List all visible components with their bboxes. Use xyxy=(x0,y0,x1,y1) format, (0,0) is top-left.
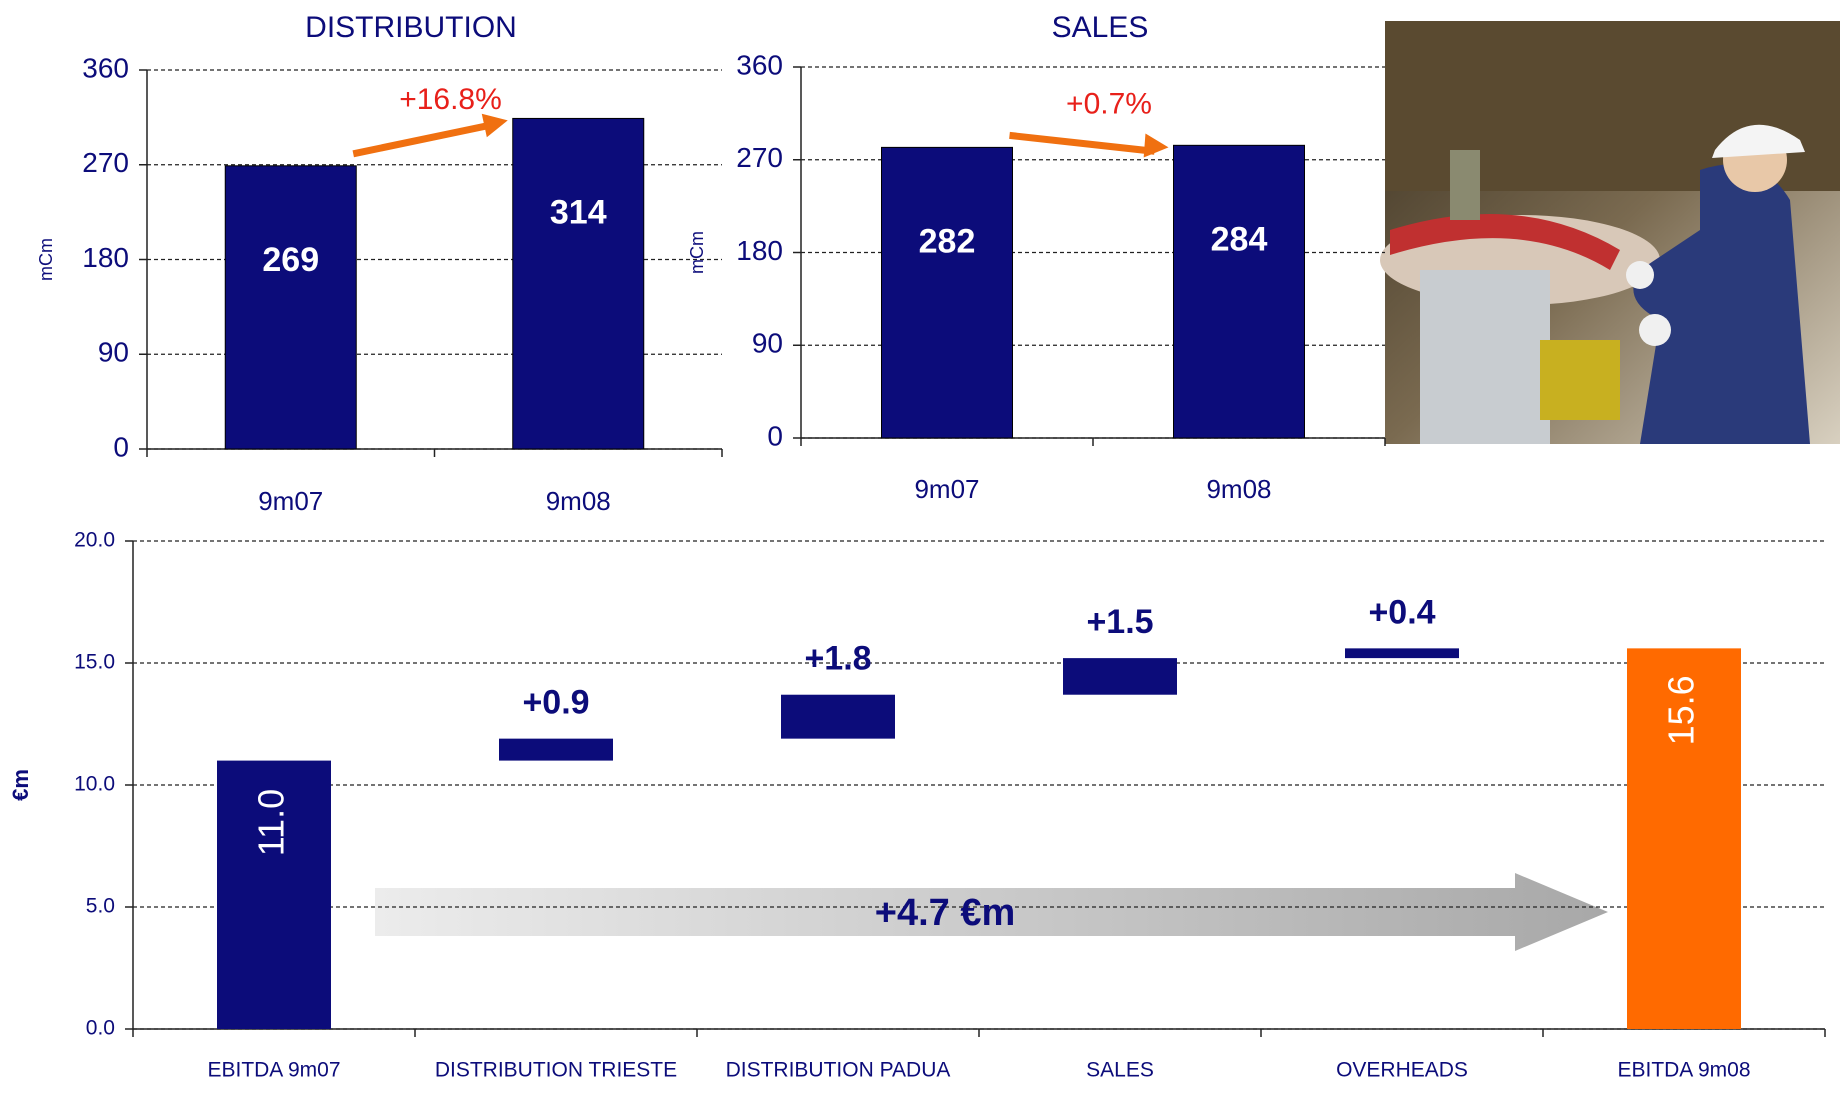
x-tick-label: OVERHEADS xyxy=(1336,1059,1468,1082)
bar-value-label: +0.4 xyxy=(1368,593,1435,631)
bar-value-label: 284 xyxy=(1211,220,1268,258)
y-tick-label: 0 xyxy=(767,420,783,451)
bar xyxy=(1627,648,1741,1029)
bar xyxy=(881,146,1013,439)
bar-value-label: 314 xyxy=(550,193,607,231)
y-tick-label: 360 xyxy=(82,52,129,83)
x-tick-label: 9m07 xyxy=(914,474,979,504)
bar-value-label: 15.6 xyxy=(1661,675,1702,745)
bar xyxy=(1063,658,1177,695)
chart-title: SALES xyxy=(1052,11,1149,44)
y-tick-label: 180 xyxy=(736,235,783,266)
x-tick-label: 9m07 xyxy=(258,486,323,516)
y-tick-label: 90 xyxy=(98,337,129,368)
growth-arrow-head xyxy=(481,113,508,138)
y-tick-label: 360 xyxy=(736,49,783,80)
y-tick-label: 10.0 xyxy=(74,773,115,796)
x-tick-label: 9m08 xyxy=(1206,474,1271,504)
x-tick-label: DISTRIBUTION TRIESTE xyxy=(435,1059,677,1082)
y-tick-label: 270 xyxy=(736,142,783,173)
bar-value-label: 11.0 xyxy=(251,789,292,856)
photo xyxy=(1380,21,1840,445)
bar xyxy=(1173,144,1305,439)
y-tick-label: 90 xyxy=(752,328,783,359)
y-tick-label: 15.0 xyxy=(74,651,115,674)
growth-arrow xyxy=(352,121,495,158)
y-tick-label: 270 xyxy=(82,147,129,178)
bar xyxy=(1345,648,1459,659)
y-tick-label: 20.0 xyxy=(74,529,115,552)
bar-value-label: +1.8 xyxy=(804,640,871,678)
growth-arrow xyxy=(1009,131,1155,155)
bar-value-label: 282 xyxy=(919,222,976,260)
x-tick-label: EBITDA 9m07 xyxy=(207,1059,340,1082)
x-tick-label: 9m08 xyxy=(546,486,611,516)
total-change-arrow xyxy=(375,873,1608,951)
growth-label: +0.7% xyxy=(1066,87,1152,120)
y-tick-label: 0.0 xyxy=(86,1017,115,1040)
x-tick-label: EBITDA 9m08 xyxy=(1617,1059,1750,1082)
y-axis-label: mCm xyxy=(36,238,56,281)
bar xyxy=(217,760,331,1029)
bar-value-label: +1.5 xyxy=(1086,603,1153,641)
bar-value-label: +0.9 xyxy=(522,684,589,722)
y-tick-label: 0 xyxy=(113,431,129,462)
total-change-label: +4.7 €m xyxy=(875,892,1016,934)
x-tick-label: DISTRIBUTION PADUA xyxy=(726,1059,951,1082)
x-tick-label: SALES xyxy=(1086,1059,1154,1082)
bar xyxy=(499,738,613,761)
bar-value-label: 269 xyxy=(262,241,319,279)
bar xyxy=(512,117,645,450)
bar xyxy=(224,165,357,450)
y-tick-label: 180 xyxy=(82,242,129,273)
y-axis-label: €m xyxy=(8,769,33,801)
growth-arrow-head xyxy=(1143,133,1169,158)
y-axis-label: mCm xyxy=(687,231,707,274)
bar xyxy=(781,694,895,739)
growth-label: +16.8% xyxy=(399,83,502,116)
y-tick-label: 5.0 xyxy=(86,895,115,918)
chart-title: DISTRIBUTION xyxy=(305,11,517,44)
